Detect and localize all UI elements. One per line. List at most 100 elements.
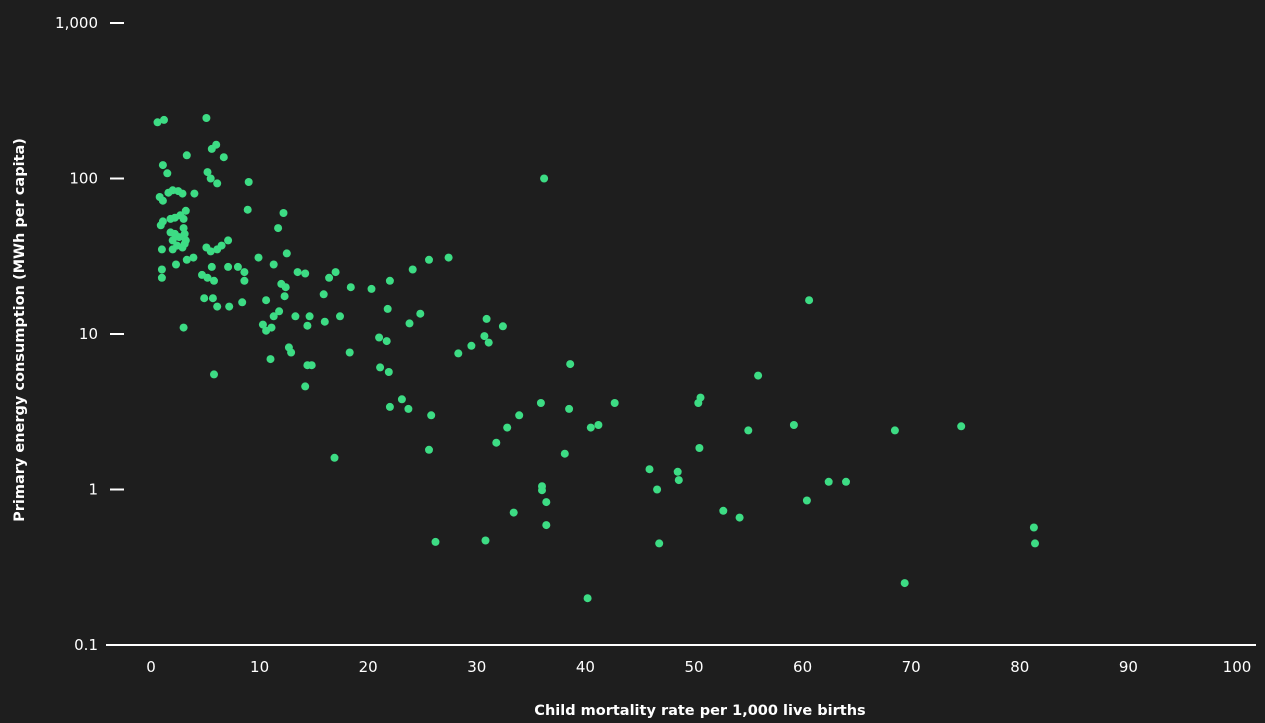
data-point: [269, 260, 278, 269]
data-point: [282, 249, 291, 258]
data-point: [233, 262, 242, 271]
data-point: [210, 276, 218, 285]
data-point: [181, 206, 190, 215]
data-point: [275, 307, 284, 316]
data-point: [890, 426, 899, 435]
data-point: [206, 247, 215, 256]
data-point: [696, 393, 705, 402]
data-point: [583, 594, 592, 603]
data-point: [157, 245, 166, 254]
data-point: [467, 341, 476, 350]
data-point: [243, 205, 252, 214]
x-tick-label: 30: [467, 658, 486, 676]
data-point: [330, 453, 339, 462]
data-point: [610, 399, 619, 407]
data-point: [190, 189, 199, 198]
data-point: [320, 317, 329, 326]
data-point: [266, 355, 275, 364]
data-point: [206, 174, 215, 183]
data-point: [291, 312, 300, 321]
data-point: [346, 283, 355, 292]
data-point: [560, 449, 569, 458]
x-tick-label: 100: [1223, 658, 1252, 676]
data-point: [842, 477, 850, 486]
data-point: [301, 382, 310, 391]
data-point: [163, 169, 172, 178]
data-point: [281, 283, 290, 292]
data-point: [168, 236, 177, 245]
data-point: [384, 368, 393, 376]
data-point: [178, 189, 187, 198]
data-point: [319, 290, 328, 299]
y-tick-label: 1: [88, 481, 98, 499]
data-point: [179, 214, 188, 223]
data-point: [331, 268, 340, 277]
data-point: [480, 332, 489, 341]
data-point: [182, 255, 191, 264]
data-point: [444, 253, 453, 262]
data-point: [217, 241, 226, 250]
data-point: [385, 276, 394, 285]
data-point: [224, 236, 233, 245]
y-tick-label: 0.1: [74, 636, 98, 654]
data-point: [695, 444, 704, 452]
data-point: [484, 338, 493, 347]
x-tick-label: 0: [146, 658, 156, 676]
x-axis: 0 10 20 30 40 50 60 70 80 90 100: [106, 644, 1256, 676]
data-point: [653, 485, 662, 494]
x-axis-title: Child mortality rate per 1,000 live birt…: [534, 703, 865, 719]
data-point: [303, 321, 312, 330]
data-point: [655, 539, 664, 548]
data-point: [203, 168, 212, 177]
x-tick-label: 50: [684, 658, 703, 676]
data-point: [802, 496, 811, 505]
y-tick-label: 10: [79, 325, 98, 343]
data-point: [376, 363, 385, 372]
y-tick-label: 1,000: [55, 14, 98, 32]
data-point: [375, 333, 384, 342]
data-point: [213, 302, 222, 311]
data-point: [1029, 523, 1038, 532]
data-point: [208, 294, 217, 303]
data-point: [509, 508, 518, 517]
data-point: [383, 304, 392, 313]
data-point: [202, 114, 211, 122]
data-point: [225, 302, 234, 311]
data-point: [262, 296, 271, 305]
data-point: [262, 326, 271, 335]
data-point: [280, 292, 289, 301]
data-point: [258, 320, 267, 329]
data-point: [157, 273, 166, 282]
data-point: [425, 255, 433, 264]
data-point: [305, 312, 314, 321]
data-point: [957, 422, 966, 431]
data-point: [542, 521, 551, 530]
data-point: [385, 402, 394, 411]
data-point: [325, 273, 334, 282]
x-tick-label: 10: [250, 658, 269, 676]
data-point: [789, 421, 798, 429]
data-point: [238, 298, 247, 307]
data-point: [180, 229, 189, 238]
data-point: [503, 423, 512, 432]
data-point: [269, 312, 278, 321]
data-point: [179, 323, 188, 332]
y-tick-label: 100: [69, 170, 98, 188]
data-point: [287, 348, 296, 357]
data-point: [158, 217, 167, 226]
data-point: [805, 296, 814, 305]
data-point: [274, 224, 283, 233]
data-point: [189, 253, 198, 262]
y-axis-title: Primary energy consumption (MWh per capi…: [12, 138, 28, 522]
data-point: [382, 337, 391, 346]
data-point: [674, 476, 683, 485]
data-point: [279, 209, 288, 217]
data-point: [160, 115, 168, 124]
data-point: [336, 312, 344, 321]
data-point: [594, 421, 603, 429]
data-point: [824, 477, 833, 486]
data-point: [172, 260, 180, 269]
data-point: [538, 486, 546, 495]
data-point: [345, 348, 354, 357]
data-point: [405, 319, 414, 328]
